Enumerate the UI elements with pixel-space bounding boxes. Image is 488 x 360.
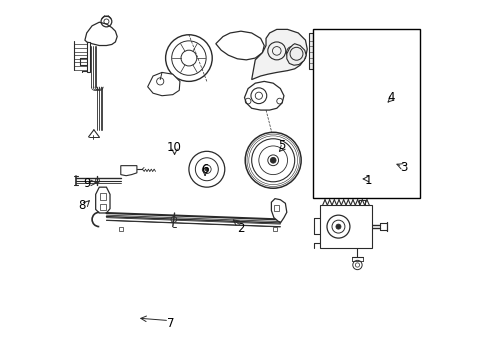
Polygon shape <box>215 31 264 60</box>
Bar <box>308 33 332 69</box>
Text: 4: 4 <box>387 91 394 104</box>
Bar <box>273 205 278 211</box>
Polygon shape <box>96 187 110 213</box>
Polygon shape <box>286 44 305 65</box>
Circle shape <box>204 167 208 171</box>
Text: 5: 5 <box>278 139 285 152</box>
Text: 3: 3 <box>400 161 407 174</box>
Bar <box>100 193 105 200</box>
Circle shape <box>267 155 278 166</box>
Text: 7: 7 <box>167 317 174 330</box>
Text: 8: 8 <box>79 199 86 212</box>
Circle shape <box>270 157 276 163</box>
Polygon shape <box>85 22 117 45</box>
Polygon shape <box>147 72 180 96</box>
Text: 2: 2 <box>237 222 244 235</box>
Bar <box>312 30 419 198</box>
Polygon shape <box>319 205 371 248</box>
Text: 6: 6 <box>201 163 208 176</box>
Text: 1: 1 <box>364 174 371 186</box>
Polygon shape <box>251 30 306 80</box>
Polygon shape <box>271 199 286 223</box>
Bar <box>100 204 105 211</box>
Bar <box>273 226 277 231</box>
Polygon shape <box>244 81 284 110</box>
Circle shape <box>335 224 340 229</box>
Polygon shape <box>121 166 137 176</box>
Bar <box>119 226 123 231</box>
Text: 9: 9 <box>83 177 90 190</box>
Polygon shape <box>86 42 90 72</box>
Text: 10: 10 <box>167 141 182 154</box>
